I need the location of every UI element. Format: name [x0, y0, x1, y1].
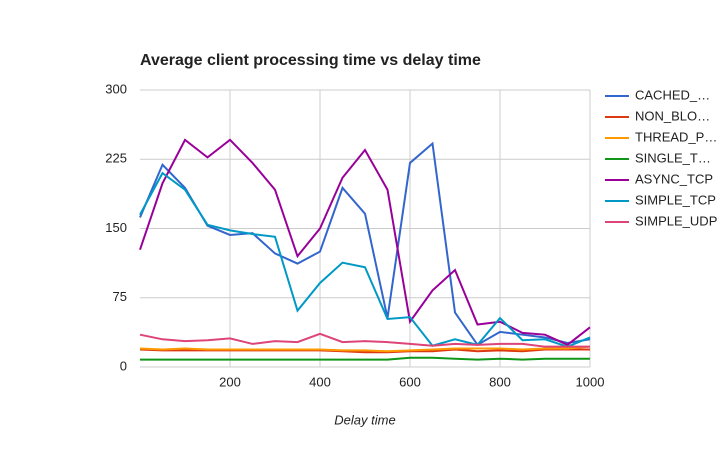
x-axis-label: Delay time — [334, 412, 395, 427]
legend-label: CACHED_… — [635, 87, 710, 102]
chart-title: Average client processing time vs delay … — [140, 52, 481, 69]
y-tick-label: 150 — [105, 220, 127, 235]
x-tick-label: 200 — [219, 374, 241, 389]
legend-label: NON_BLO… — [635, 108, 710, 123]
legend-label: SINGLE_T… — [635, 150, 711, 165]
x-tick-label: 400 — [309, 374, 331, 389]
legend-label: ASYNC_TCP — [635, 171, 713, 186]
x-tick-label: 1000 — [576, 374, 605, 389]
series-line — [140, 356, 590, 361]
series-line — [139, 138, 591, 346]
legend-label: SIMPLE_UDP — [635, 213, 717, 228]
legend-label: THREAD_P… — [635, 129, 717, 144]
y-tick-label: 0 — [120, 358, 127, 373]
series-line — [139, 345, 591, 353]
x-tick-label: 800 — [489, 374, 511, 389]
series-line — [139, 332, 590, 348]
y-tick-label: 75 — [113, 289, 127, 304]
y-tick-label: 300 — [105, 81, 127, 96]
legend-label: SIMPLE_TCP — [635, 192, 716, 207]
series-line — [139, 171, 591, 348]
series-line — [139, 141, 591, 347]
x-tick-label: 600 — [399, 374, 421, 389]
y-tick-label: 225 — [105, 151, 127, 166]
